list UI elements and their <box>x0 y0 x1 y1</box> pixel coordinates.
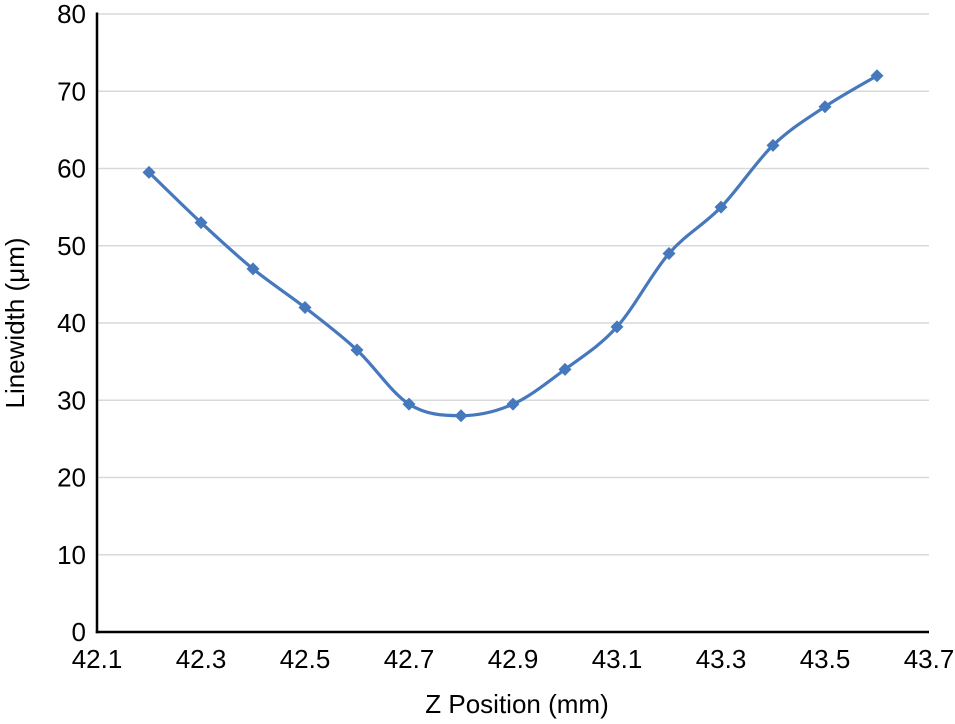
data-point-marker <box>350 343 364 357</box>
data-point-marker <box>714 200 728 214</box>
y-tick-label: 60 <box>57 154 86 184</box>
y-tick-label: 40 <box>57 308 86 338</box>
x-tick-label: 42.5 <box>280 644 331 674</box>
data-point-marker <box>766 138 780 152</box>
y-tick-label: 0 <box>72 617 86 647</box>
data-point-marker <box>506 397 520 411</box>
data-point-marker <box>142 165 156 179</box>
data-point-marker <box>870 69 884 83</box>
y-axis-tick-labels: 0 10 20 30 40 50 60 70 80 <box>57 0 86 647</box>
y-tick-label: 10 <box>57 540 86 570</box>
y-tick-label: 50 <box>57 231 86 261</box>
gridlines <box>97 13 929 556</box>
data-point-marker <box>818 100 832 114</box>
data-series <box>142 69 884 423</box>
x-tick-label: 43.1 <box>592 644 643 674</box>
data-point-marker <box>246 262 260 276</box>
x-tick-label: 42.3 <box>176 644 227 674</box>
data-point-marker <box>558 362 572 376</box>
x-tick-label: 43.3 <box>696 644 747 674</box>
y-tick-label: 20 <box>57 463 86 493</box>
data-point-marker <box>662 246 676 260</box>
data-point-marker <box>298 301 312 315</box>
y-tick-label: 80 <box>57 0 86 29</box>
x-axis-tick-labels: 42.1 42.3 42.5 42.7 42.9 43.1 43.3 43.5 43.7 <box>72 644 955 674</box>
x-tick-label: 43.5 <box>800 644 851 674</box>
x-axis-title: Z Position (mm) <box>425 689 608 719</box>
x-tick-label: 42.9 <box>488 644 539 674</box>
x-tick-label: 42.7 <box>384 644 435 674</box>
data-point-marker <box>610 320 624 334</box>
y-tick-label: 30 <box>57 385 86 415</box>
x-tick-label: 42.1 <box>72 644 123 674</box>
y-axis-title: Linewidth (μm) <box>0 237 30 408</box>
data-point-marker <box>402 397 416 411</box>
x-tick-label: 43.7 <box>904 644 955 674</box>
data-point-marker <box>454 409 468 423</box>
y-tick-label: 70 <box>57 76 86 106</box>
data-point-marker <box>194 216 208 230</box>
